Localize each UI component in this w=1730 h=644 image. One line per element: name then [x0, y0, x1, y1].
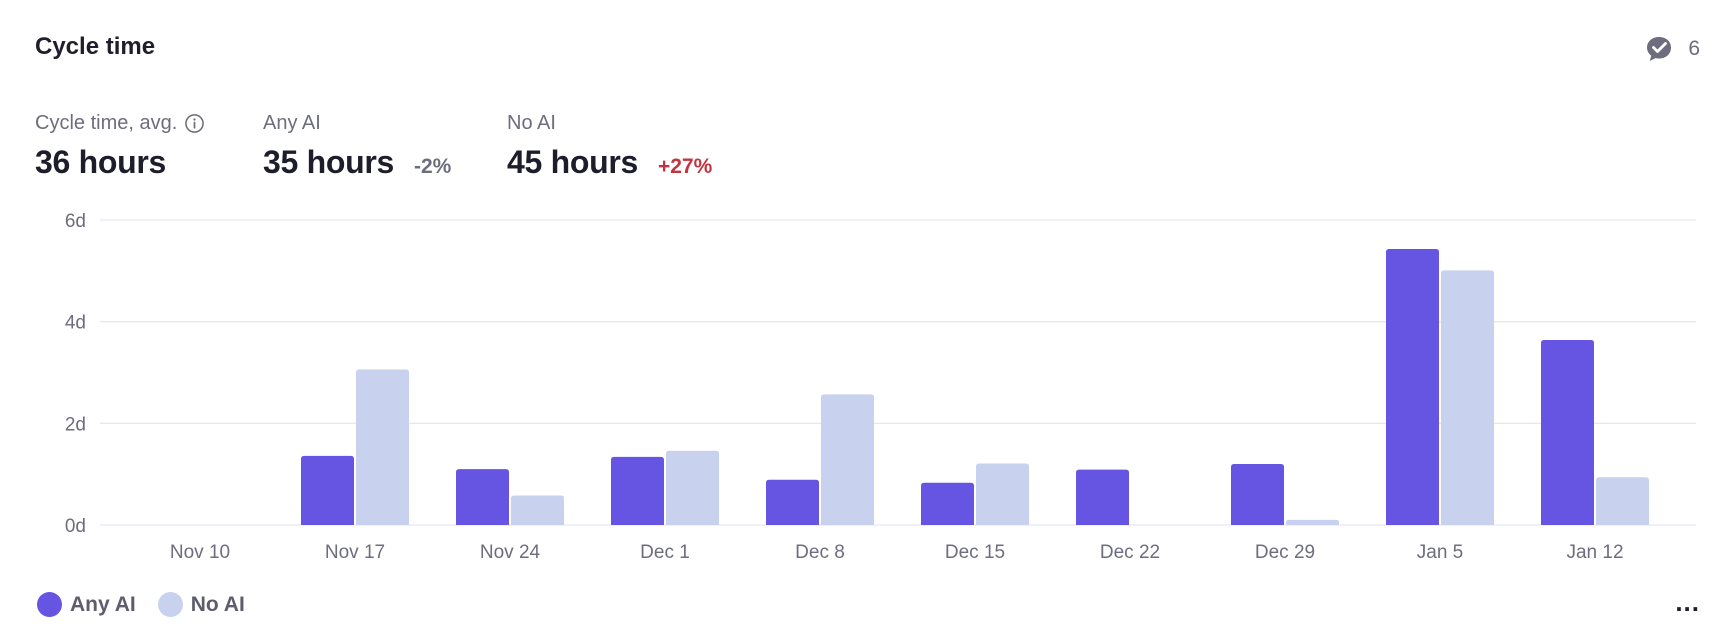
x-tick-label: Dec 29	[1255, 542, 1315, 563]
metric-value: 35 hours	[263, 144, 394, 180]
metric-delta: +27%	[657, 155, 713, 178]
x-tick-label: Jan 12	[1566, 542, 1623, 563]
metric-any-ai: Any AI 35 hours -2%	[263, 110, 451, 181]
bar-any-ai[interactable]	[1231, 464, 1284, 525]
metric-label: Any AI	[263, 111, 321, 134]
x-tick-label: Jan 5	[1417, 542, 1463, 563]
bar-any-ai[interactable]	[1076, 469, 1129, 525]
more-options-button[interactable]: ...	[1675, 587, 1700, 617]
metric-value: 36 hours	[35, 144, 166, 180]
badge-count: 6	[1688, 37, 1700, 60]
metric-label-text: Cycle time, avg.	[35, 111, 178, 134]
y-tick-label: 0d	[65, 516, 86, 537]
metric-delta: -2%	[413, 155, 452, 178]
bar-no-ai[interactable]	[356, 369, 409, 525]
bar-any-ai[interactable]	[611, 456, 664, 525]
bar-any-ai[interactable]	[766, 479, 819, 525]
bar-any-ai[interactable]	[1386, 248, 1439, 525]
x-tick-label: Dec 8	[795, 542, 845, 563]
y-tick-label: 2d	[65, 414, 86, 435]
bar-no-ai[interactable]	[821, 394, 874, 525]
bar-no-ai[interactable]	[1441, 270, 1494, 525]
x-tick-label: Nov 10	[170, 542, 230, 563]
x-tick-label: Dec 15	[945, 542, 1005, 563]
legend-swatch-any-ai	[37, 592, 62, 617]
x-tick-label: Nov 17	[325, 542, 385, 563]
chart-legend: Any AI No AI	[37, 592, 245, 617]
check-comment-icon[interactable]	[1644, 34, 1674, 64]
legend-swatch-no-ai	[157, 592, 183, 617]
bar-any-ai[interactable]	[456, 469, 509, 525]
x-tick-label: Dec 22	[1100, 542, 1160, 563]
bar-no-ai[interactable]	[666, 450, 719, 525]
y-tick-label: 4d	[65, 313, 86, 334]
info-icon[interactable]	[184, 113, 205, 134]
legend-item-any-ai[interactable]: Any AI	[37, 592, 136, 617]
bar-any-ai[interactable]	[1541, 339, 1594, 525]
metric-no-ai: No AI 45 hours +27%	[507, 110, 712, 181]
comments-badge[interactable]: 6	[1644, 34, 1700, 64]
bar-no-ai[interactable]	[1596, 477, 1649, 525]
metric-cycle-time-avg: Cycle time, avg. 36 hours	[35, 110, 205, 181]
bar-any-ai[interactable]	[921, 482, 974, 525]
x-tick-label: Nov 24	[480, 542, 541, 563]
bar-no-ai[interactable]	[976, 463, 1029, 525]
metric-label: No AI	[507, 111, 556, 134]
y-tick-label: 6d	[65, 211, 86, 232]
legend-label: Any AI	[70, 592, 136, 616]
bar-no-ai[interactable]	[1286, 519, 1339, 525]
card-title: Cycle time	[35, 33, 156, 60]
metric-label: Cycle time, avg.	[35, 110, 205, 136]
legend-label: No AI	[190, 592, 245, 616]
legend-item-no-ai[interactable]: No AI	[157, 592, 245, 617]
bar-no-ai[interactable]	[511, 495, 564, 525]
metric-value: 45 hours	[507, 144, 638, 180]
bar-any-ai[interactable]	[301, 455, 354, 525]
x-tick-label: Dec 1	[640, 542, 690, 563]
